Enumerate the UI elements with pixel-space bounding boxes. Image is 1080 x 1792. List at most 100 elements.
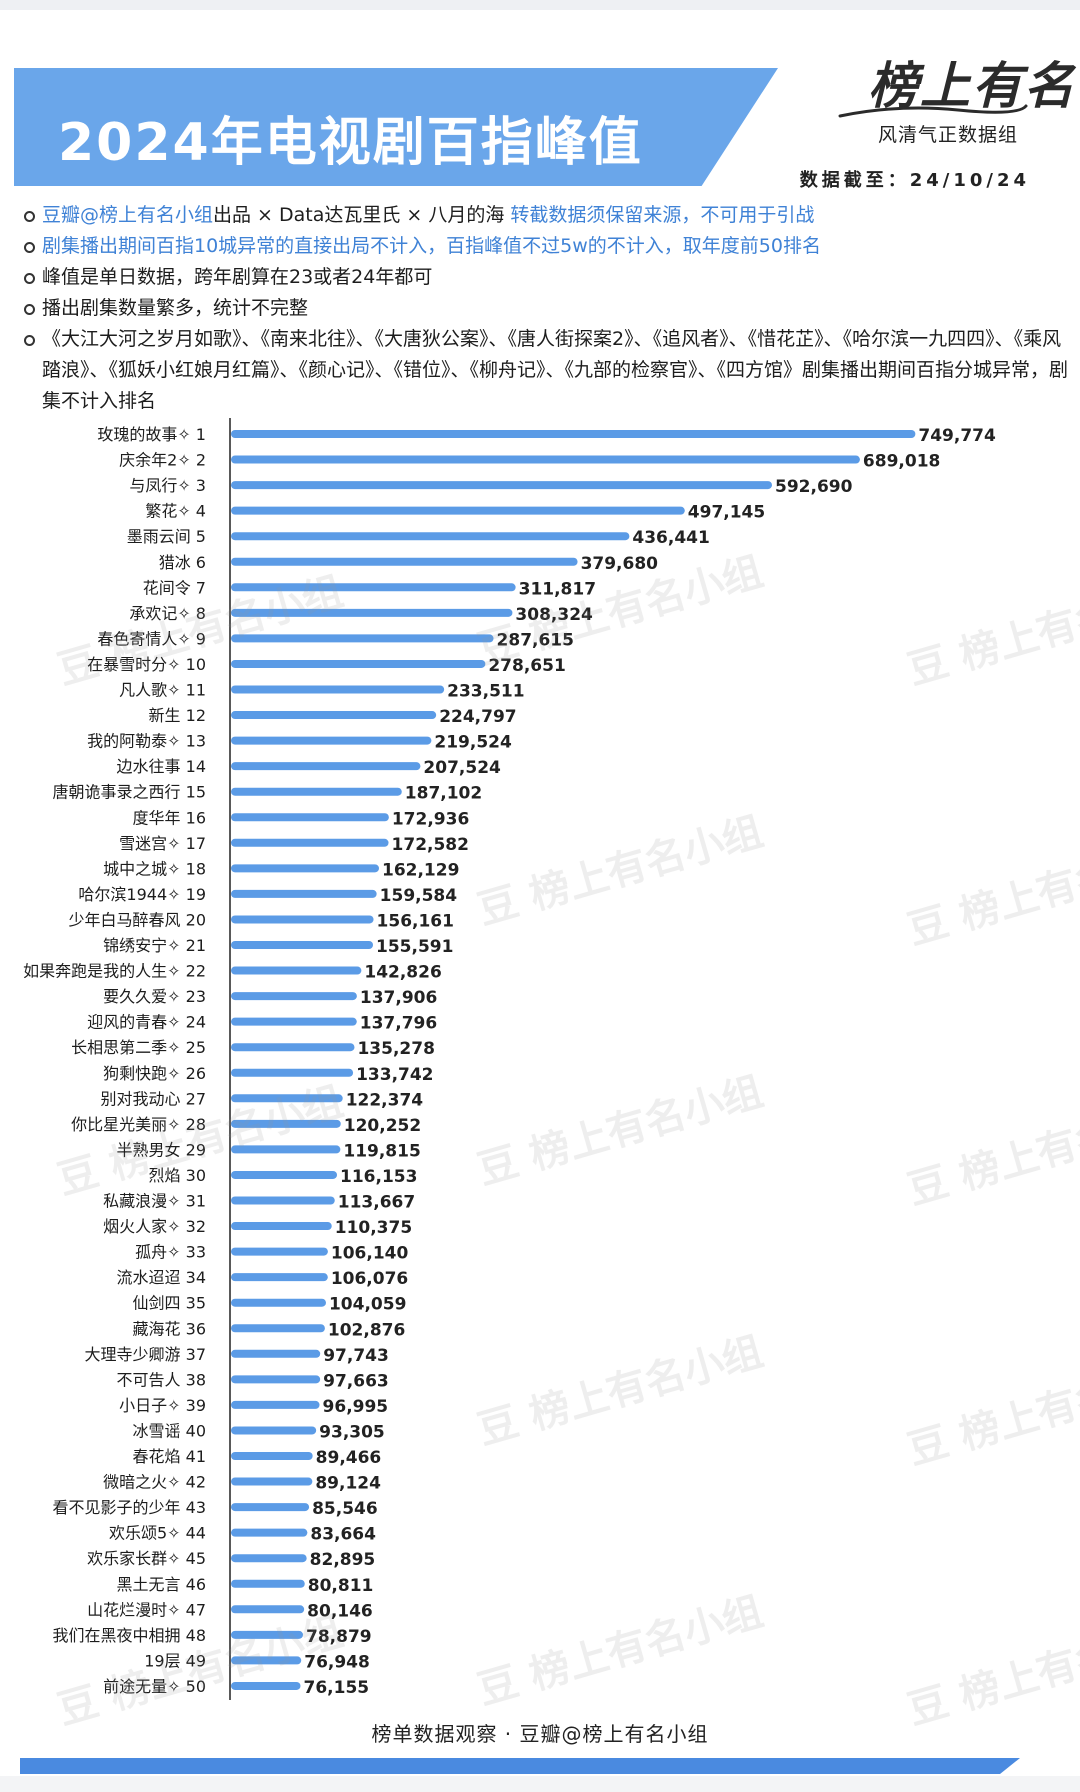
page-title: 2024年电视剧百指峰值 bbox=[58, 113, 643, 173]
category-label: 春花焰 41 bbox=[133, 1447, 206, 1466]
note-item: 播出剧集数量繁多，统计不完整 bbox=[22, 293, 1072, 324]
value-label: 97,743 bbox=[323, 1346, 389, 1366]
bar bbox=[231, 455, 860, 464]
value-label: 82,895 bbox=[310, 1550, 376, 1570]
value-label: 93,305 bbox=[319, 1422, 385, 1442]
note-text: 峰值是单日数据，跨年剧算在23或者24年都可 bbox=[42, 266, 433, 288]
category-label: 私藏浪漫✧ 31 bbox=[103, 1192, 206, 1211]
bar bbox=[231, 1605, 305, 1614]
category-label: 我们在黑夜中相拥 48 bbox=[53, 1626, 206, 1645]
category-label: 大理寺少卿游 37 bbox=[85, 1345, 206, 1364]
top-band bbox=[0, 0, 1080, 10]
data-as-of-date: 数据截至：24/10/24 bbox=[799, 170, 1030, 191]
category-label: 烟火人家✧ 32 bbox=[103, 1217, 206, 1236]
category-label: 迎风的青春✧ 24 bbox=[87, 1013, 206, 1032]
bar bbox=[231, 583, 516, 592]
category-label: 长相思第二季✧ 25 bbox=[71, 1038, 206, 1057]
note-text: 豆瓣@榜上有名小组 bbox=[42, 204, 214, 226]
category-label: 少年白马醉春风 20 bbox=[69, 910, 206, 929]
category-label: 我的阿勒泰✧ 13 bbox=[87, 732, 206, 751]
category-label: 前途无量✧ 50 bbox=[103, 1677, 206, 1696]
bar bbox=[231, 1247, 328, 1256]
logo-swoosh-icon bbox=[838, 104, 1028, 118]
category-label: 承欢记✧ 8 bbox=[129, 604, 206, 623]
bar bbox=[231, 838, 389, 847]
category-label: 仙剑四 35 bbox=[133, 1294, 206, 1313]
bar bbox=[231, 762, 421, 771]
note-text: 转截数据须保留来源，不可用于引战 bbox=[510, 204, 815, 226]
note-text: 播出剧集数量繁多，统计不完整 bbox=[42, 297, 309, 319]
category-label: 微暗之火✧ 42 bbox=[103, 1473, 206, 1492]
bar bbox=[231, 1170, 338, 1179]
category-label: 猎冰 6 bbox=[159, 553, 206, 572]
value-label: 120,252 bbox=[344, 1116, 421, 1136]
bar bbox=[231, 1426, 317, 1435]
category-label: 哈尔滨1944✧ 19 bbox=[78, 885, 206, 904]
bar bbox=[231, 1503, 310, 1512]
category-label: 你比星光美丽✧ 28 bbox=[71, 1115, 206, 1134]
category-label: 看不见影子的少年 43 bbox=[53, 1498, 206, 1517]
value-label: 689,018 bbox=[863, 452, 940, 472]
bar bbox=[231, 992, 357, 1001]
value-label: 135,278 bbox=[357, 1039, 434, 1059]
category-label: 欢乐颂5✧ 44 bbox=[109, 1524, 206, 1543]
value-label: 497,145 bbox=[688, 503, 765, 523]
category-label: 欢乐家长群✧ 45 bbox=[87, 1549, 206, 1568]
footer-credit: 榜单数据观察 · 豆瓣@榜上有名小组 bbox=[371, 1722, 709, 1746]
category-label: 流水迢迢 34 bbox=[117, 1268, 206, 1287]
bottom-accent-bar bbox=[20, 1758, 1020, 1774]
bar bbox=[231, 1528, 308, 1537]
notes-list: 豆瓣@榜上有名小组出品 × Data达瓦里氏 × 八月的海 转截数据须保留来源，… bbox=[22, 200, 1072, 417]
value-label: 156,161 bbox=[377, 911, 454, 931]
value-label: 89,466 bbox=[316, 1448, 382, 1468]
category-label: 唐朝诡事录之西行 15 bbox=[53, 783, 206, 802]
bar bbox=[231, 1400, 320, 1409]
category-label: 花间令 7 bbox=[143, 578, 206, 597]
value-label: 278,651 bbox=[488, 656, 565, 676]
note-item: 剧集播出期间百指10城异常的直接出局不计入，百指峰值不过5w的不计入，取年度前5… bbox=[22, 231, 1072, 262]
value-label: 116,153 bbox=[340, 1167, 417, 1187]
category-label: 不可告人 38 bbox=[117, 1370, 206, 1389]
bar bbox=[231, 1630, 303, 1639]
value-label: 110,375 bbox=[335, 1218, 412, 1238]
value-label: 287,615 bbox=[497, 630, 574, 650]
category-label: 烈焰 30 bbox=[149, 1166, 206, 1185]
bar bbox=[231, 787, 402, 796]
value-label: 96,995 bbox=[323, 1397, 389, 1417]
category-label: 小日子✧ 39 bbox=[119, 1396, 206, 1415]
bar bbox=[231, 1094, 343, 1103]
bar bbox=[231, 685, 445, 694]
bar bbox=[231, 966, 362, 975]
bar bbox=[231, 634, 494, 643]
bar bbox=[231, 1196, 335, 1205]
bar bbox=[231, 1324, 325, 1333]
value-label: 102,876 bbox=[328, 1320, 405, 1340]
category-label: 冰雪谣 40 bbox=[133, 1421, 206, 1440]
category-label: 凡人歌✧ 11 bbox=[119, 681, 206, 700]
category-label: 繁花✧ 4 bbox=[145, 502, 206, 521]
category-label: 锦绣安宁✧ 21 bbox=[103, 936, 206, 955]
bar bbox=[231, 532, 630, 541]
category-label: 黑土无言 46 bbox=[117, 1575, 206, 1594]
bar bbox=[231, 430, 916, 438]
value-label: 379,680 bbox=[581, 554, 659, 574]
bottom-band bbox=[0, 1776, 1080, 1792]
category-label: 狗剩快跑✧ 26 bbox=[103, 1064, 206, 1083]
note-item: 豆瓣@榜上有名小组出品 × Data达瓦里氏 × 八月的海 转截数据须保留来源，… bbox=[22, 200, 1072, 231]
value-label: 436,441 bbox=[632, 528, 709, 548]
category-label: 城中之城✧ 18 bbox=[103, 859, 206, 878]
bar bbox=[231, 1273, 328, 1282]
category-label: 要久久爱✧ 23 bbox=[103, 987, 206, 1006]
bar bbox=[231, 1554, 307, 1563]
value-label: 106,140 bbox=[331, 1244, 409, 1264]
category-label: 雪迷宫✧ 17 bbox=[119, 834, 206, 853]
value-label: 85,546 bbox=[312, 1499, 378, 1519]
bar bbox=[231, 1145, 341, 1154]
bar bbox=[231, 557, 578, 566]
bar bbox=[231, 1477, 313, 1486]
value-label: 187,102 bbox=[405, 784, 482, 804]
note-text: 出品 × Data达瓦里氏 × 八月的海 bbox=[213, 204, 511, 226]
bar bbox=[231, 1017, 357, 1026]
category-label: 如果奔跑是我的人生✧ 22 bbox=[23, 962, 206, 981]
value-label: 592,690 bbox=[775, 477, 853, 497]
